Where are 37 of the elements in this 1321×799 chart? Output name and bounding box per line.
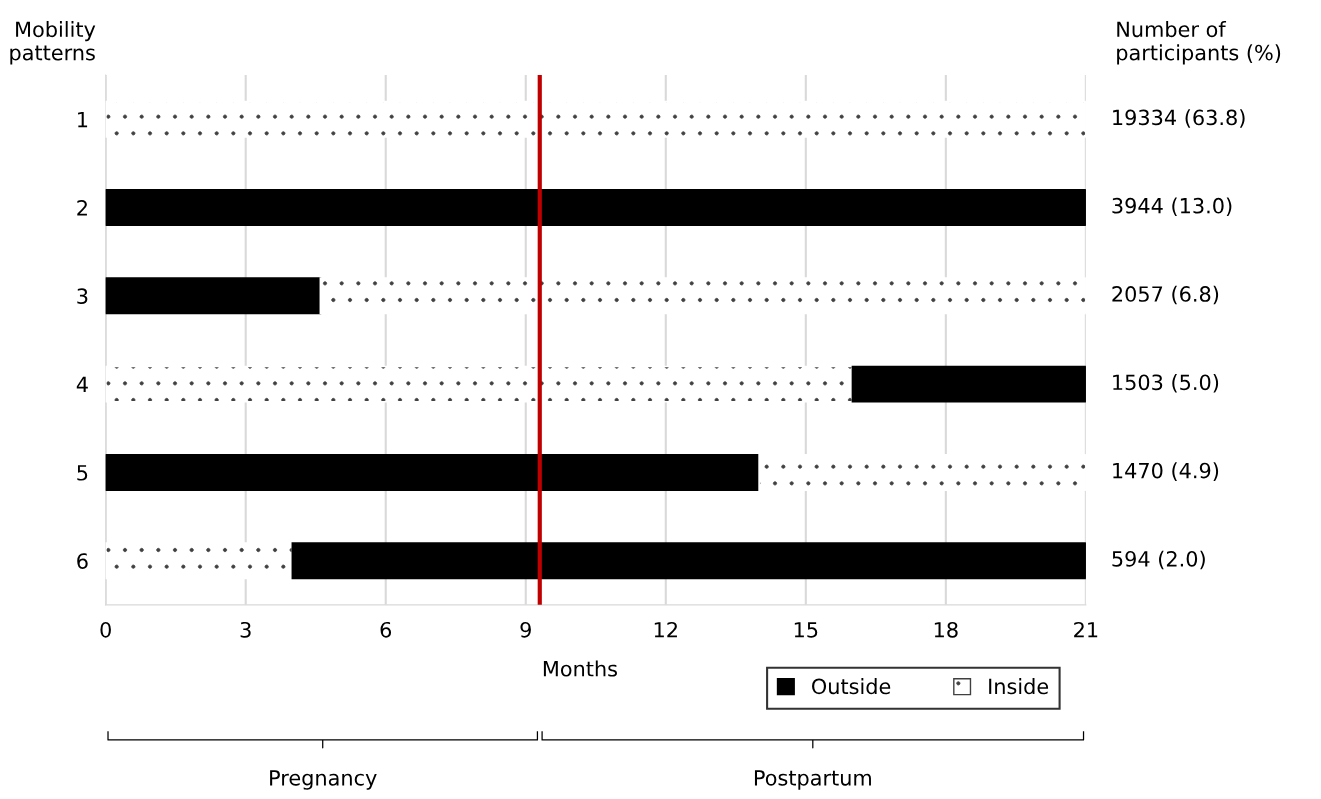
bar	[319, 277, 1086, 315]
legend-label: Outside	[812, 678, 891, 695]
x-tick-label: 0	[100, 621, 111, 638]
text: 2057 (6.8)	[1112, 285, 1219, 305]
text: 1470 (4.9)	[1113, 462, 1219, 481]
bar	[105, 542, 294, 580]
y-tick-label: 6	[77, 553, 88, 569]
bar	[851, 365, 1086, 403]
y-tick-label: 5	[77, 465, 88, 481]
x-tick-label: 21	[1074, 621, 1098, 638]
x-tick-label: 9	[520, 621, 531, 638]
x-axis-title: Months	[543, 660, 617, 677]
y2-axis-title: Number of participants (%)	[1117, 21, 1281, 65]
y-tick-label: 2	[77, 199, 87, 216]
y-tick-label: 4	[76, 376, 88, 393]
y-tick-label: 3	[77, 288, 88, 305]
text: Postpartum	[754, 770, 871, 790]
x-tick-label: 3	[240, 621, 251, 638]
text: 19334 (63.8)	[1113, 109, 1245, 128]
text: 3944 (13.0)	[1112, 197, 1232, 217]
x-tick-label: 12	[654, 621, 677, 638]
bar	[105, 189, 1086, 227]
text: Pregnancy	[270, 770, 377, 790]
bar	[758, 453, 1086, 491]
x-tick-label: 18	[934, 621, 958, 638]
bar	[291, 542, 1086, 580]
y-axis-title: Mobility patterns	[10, 21, 96, 65]
bar	[105, 100, 1086, 138]
x-tick-label: 15	[794, 622, 818, 638]
text: 594 (2.0)	[1112, 550, 1205, 570]
legend-label: Inside	[989, 678, 1049, 695]
x-tick-label: 6	[380, 621, 392, 638]
bar	[105, 453, 760, 491]
bar	[105, 277, 322, 315]
y-tick-label: 1	[78, 111, 88, 128]
text: 1503 (5.0)	[1113, 374, 1219, 393]
bar	[105, 365, 854, 403]
